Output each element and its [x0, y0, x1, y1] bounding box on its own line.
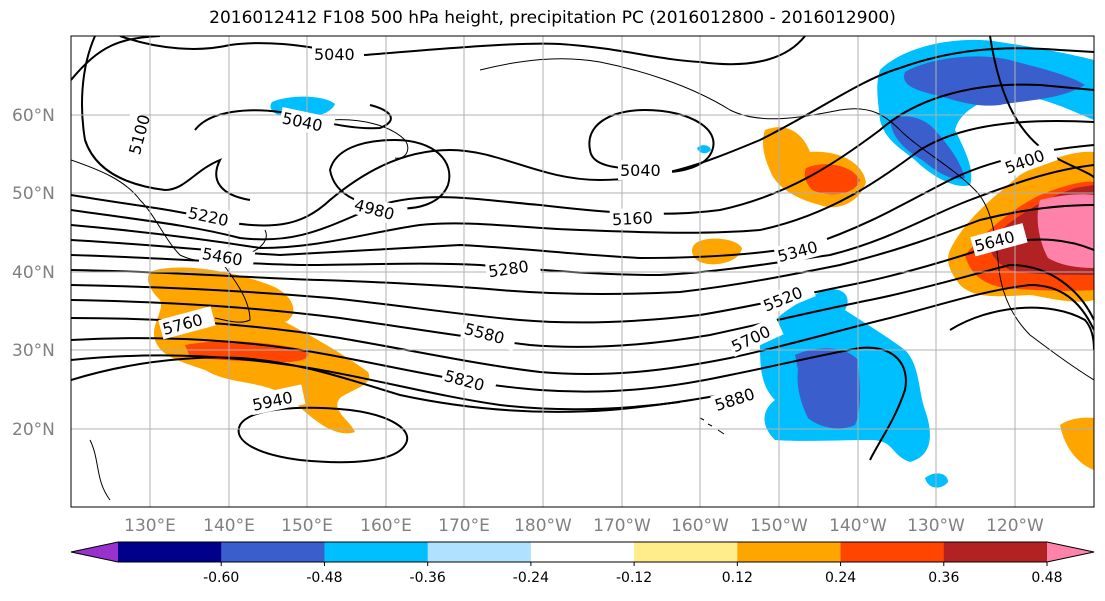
colorbar-segment	[221, 542, 325, 562]
colorbar-extend-min	[71, 542, 118, 562]
graticule	[71, 36, 1094, 507]
contour-label-5040-north: 5040	[314, 45, 355, 64]
contour-line	[71, 36, 161, 81]
colorbar-tick-label: -0.36	[410, 570, 446, 586]
contour-line	[949, 306, 1094, 351]
colorbar-extend-max	[1047, 542, 1094, 562]
lat-label-20n: 20°N	[12, 420, 55, 440]
contour-line	[81, 36, 251, 201]
latitude-axis: 60°N 50°N 40°N 30°N 20°N	[12, 106, 55, 440]
lon-label-170e: 170°E	[438, 516, 490, 536]
contour-line	[71, 337, 907, 461]
contour-line	[364, 36, 806, 66]
coastline-hawaii	[699, 417, 725, 435]
contour-line	[71, 283, 1094, 376]
precip-positive-dateline	[692, 238, 742, 265]
contour-label-5040-aleutian: 5040	[620, 161, 661, 180]
colorbar-segment	[943, 542, 1048, 562]
contour-label-5160: 5160	[612, 208, 654, 229]
colorbar-tick-label: -0.12	[616, 570, 652, 586]
coastline-philippines	[89, 439, 111, 501]
precip-positive-south-east	[1060, 417, 1094, 470]
colorbar-tick-label: -0.24	[513, 570, 549, 586]
coastlines	[71, 58, 1094, 501]
map-frame	[70, 35, 1095, 508]
precip-extreme-west-coast	[1037, 194, 1094, 268]
lon-label-140w: 140°W	[829, 516, 887, 536]
precip-negative-strong-subtropical	[795, 348, 860, 429]
lon-label-140e: 140°E	[203, 516, 255, 536]
contour-line	[71, 204, 1094, 296]
lon-label-120w: 120°W	[986, 516, 1044, 536]
height-contours	[71, 36, 1094, 464]
colorbar-segment	[530, 542, 635, 562]
contour-line	[71, 144, 1094, 260]
lon-label-150e: 150°E	[281, 516, 333, 536]
colorbar-tick-label: -0.60	[203, 570, 239, 586]
colorbar-tick-label: 0.12	[722, 570, 753, 586]
colorbar-tick-label: 0.36	[928, 570, 959, 586]
lat-label-40n: 40°N	[12, 263, 55, 283]
longitude-axis: 130°E 140°E 150°E 160°E 170°E 180°W 170°…	[124, 516, 1044, 536]
lon-label-130w: 130°W	[907, 516, 965, 536]
lat-label-30n: 30°N	[12, 341, 55, 361]
lat-label-50n: 50°N	[12, 184, 55, 204]
coastline-alaska	[479, 58, 1094, 381]
lon-label-170w: 170°W	[593, 516, 651, 536]
colorbar-segment	[118, 542, 222, 562]
contour-line	[71, 164, 1094, 277]
colorbar-segment	[737, 542, 842, 562]
colorbar: -0.60 -0.48 -0.36 -0.24 -0.12 0.12 0.24 0.36 0.4…	[70, 541, 1095, 586]
lon-label-130e: 130°E	[124, 516, 176, 536]
colorbar-segment	[324, 542, 429, 562]
colorbar-outline	[70, 541, 1095, 563]
lon-label-150w: 150°W	[750, 516, 808, 536]
contour-line	[71, 119, 1094, 250]
lon-label-160w: 160°W	[671, 516, 729, 536]
contour-line	[71, 354, 681, 411]
contour-line	[237, 406, 408, 464]
coastline-kamchatka	[329, 119, 409, 159]
contour-line	[71, 83, 1094, 241]
coastline-japan	[214, 259, 251, 323]
colorbar-segment	[634, 542, 738, 562]
colorbar-segment	[840, 542, 945, 562]
colorbar-tick-label: -0.48	[306, 570, 342, 586]
lon-label-160e: 160°E	[360, 516, 412, 536]
coastline-asia	[71, 159, 267, 262]
lat-label-60n: 60°N	[12, 106, 55, 126]
map-title: 2016012412 F108 500 hPa height, precipit…	[209, 8, 896, 28]
lon-label-180w: 180°W	[514, 516, 572, 536]
colorbar-tick-label: 0.48	[1031, 570, 1062, 586]
precip-negative-strong-bc	[890, 116, 965, 179]
colorbar-segment	[427, 542, 532, 562]
colorbar-tick-label: 0.24	[825, 570, 856, 586]
